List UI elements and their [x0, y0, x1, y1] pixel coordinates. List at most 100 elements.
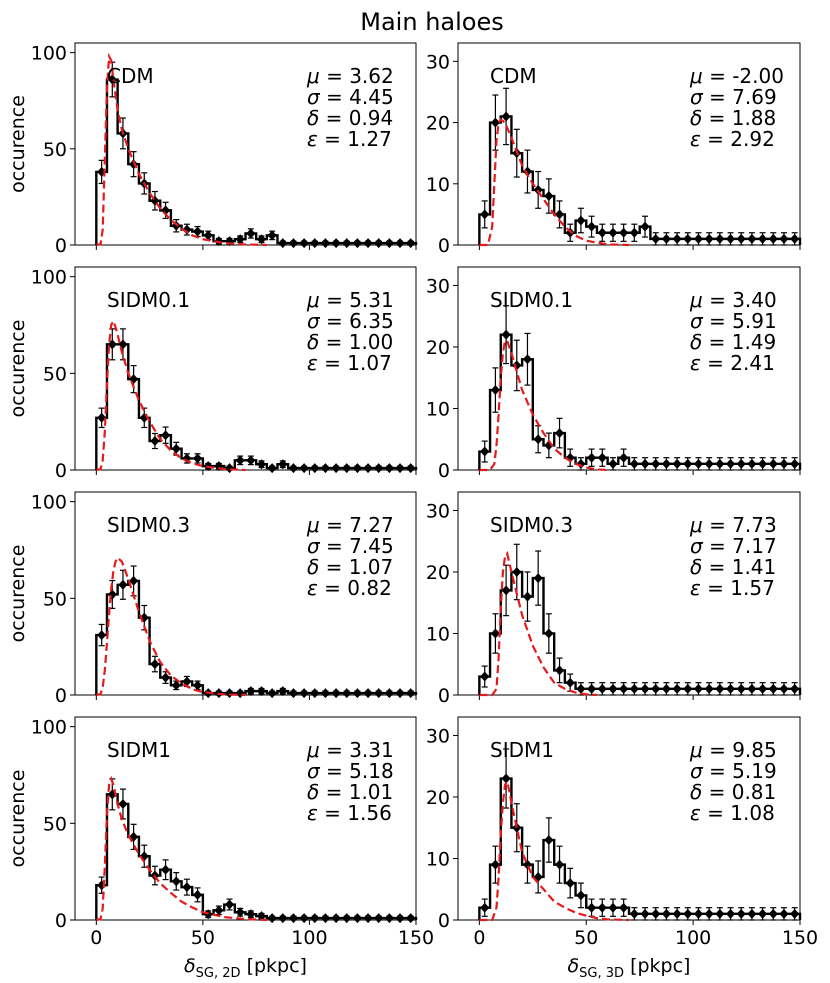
data-point — [736, 458, 746, 469]
data-point — [522, 591, 532, 602]
param-sigma: σ = 5.91 — [690, 309, 777, 333]
data-point — [555, 428, 565, 439]
plot-frame — [457, 266, 801, 471]
param-mu: μ = 3.62 — [306, 64, 394, 88]
data-point — [129, 575, 139, 586]
data-point — [107, 589, 117, 600]
data-point — [406, 913, 416, 924]
data-point — [171, 876, 181, 887]
data-point — [363, 913, 373, 924]
data-point — [651, 233, 661, 244]
data-point — [683, 908, 693, 919]
y-axis-label: occurence — [7, 770, 29, 868]
data-point — [629, 683, 639, 694]
data-point — [522, 166, 532, 177]
x-tick-label: 50 — [191, 927, 215, 949]
data-point — [406, 688, 416, 699]
data-point — [278, 459, 288, 470]
data-point — [704, 683, 714, 694]
y-tick-label: 10 — [426, 174, 450, 196]
param-epsilon: ε = 1.07 — [307, 351, 392, 375]
data-point — [246, 228, 256, 239]
param-epsilon: ε = 1.56 — [307, 801, 392, 825]
data-point — [693, 458, 703, 469]
data-point — [129, 374, 139, 385]
data-point — [480, 446, 490, 457]
data-point — [161, 672, 171, 683]
y-tick-label: 20 — [426, 337, 450, 359]
data-point — [150, 659, 160, 670]
panel-sidm03-2d: 0 50 100 SIDM0.3 μ = 7.27σ = 7.45δ = 1.07ε =… — [7, 491, 418, 707]
param-epsilon: ε = 1.08 — [690, 801, 775, 825]
data-point — [661, 233, 671, 244]
y-axis-label: occurence — [7, 95, 29, 193]
data-point — [118, 579, 128, 590]
data-point — [629, 908, 639, 919]
data-point — [352, 463, 362, 474]
histogram-step — [95, 793, 418, 920]
data-point — [384, 238, 394, 249]
y-tick-label: 30 — [426, 500, 450, 522]
panel-cdm-2d: 0 50 100 CDM μ = 3.62σ = 4.45δ = 0.94ε = 1.2… — [7, 42, 418, 257]
data-point — [501, 773, 511, 784]
data-point — [235, 688, 245, 699]
data-point — [565, 677, 575, 688]
panel-sidm03-3d: 0 10 20 30 SIDM0.3 μ = 7.73σ = 7.17δ = 1.41ε … — [426, 491, 802, 707]
data-point — [587, 452, 597, 463]
data-point — [384, 463, 394, 474]
data-point — [619, 902, 629, 913]
y-tick-label: 100 — [31, 267, 67, 289]
data-point — [651, 458, 661, 469]
panel-sidm1-3d: 0 10 20 30 0 50 100 150 SIDM1 μ = 9.85σ = 5.19δ =… — [426, 716, 818, 949]
data-point — [522, 859, 532, 870]
data-point — [299, 913, 309, 924]
data-point — [331, 913, 341, 924]
y-tick-label: 30 — [426, 51, 450, 73]
data-point — [235, 234, 245, 245]
x-tick-label: 150 — [398, 927, 434, 949]
data-point — [161, 864, 171, 875]
data-point — [490, 385, 500, 396]
y-tick-label: 100 — [31, 717, 67, 739]
data-point — [693, 683, 703, 694]
model-label: SIDM0.3 — [107, 513, 190, 537]
param-delta: δ = 1.41 — [690, 555, 776, 579]
data-point — [790, 908, 800, 919]
fit-curve — [479, 778, 630, 922]
data-point — [640, 458, 650, 469]
y-tick-label: 0 — [55, 460, 67, 482]
data-point — [288, 913, 298, 924]
panel-sidm01-2d: 0 50 100 SIDM0.1 μ = 5.31σ = 6.35δ = 1.00ε =… — [7, 266, 418, 482]
data-point — [715, 683, 725, 694]
data-point — [310, 913, 320, 924]
y-tick-label: 50 — [43, 363, 67, 385]
data-point — [501, 585, 511, 596]
data-point — [576, 215, 586, 226]
param-epsilon: ε = 2.92 — [690, 127, 775, 151]
param-sigma: σ = 5.19 — [690, 759, 777, 783]
data-point — [619, 683, 629, 694]
data-point — [704, 458, 714, 469]
data-point — [683, 458, 693, 469]
data-point — [288, 238, 298, 249]
param-mu: μ = 7.27 — [306, 513, 394, 537]
x-axis-label: δSG, 2D [pkpc] — [184, 955, 307, 981]
data-point — [640, 683, 650, 694]
data-point — [331, 463, 341, 474]
param-delta: δ = 1.07 — [307, 555, 393, 579]
data-point — [661, 458, 671, 469]
x-tick-label: 150 — [782, 927, 818, 949]
param-mu: μ = 7.73 — [689, 513, 777, 537]
data-point — [97, 630, 107, 641]
data-point — [235, 455, 245, 466]
data-point — [726, 908, 736, 919]
data-point — [704, 233, 714, 244]
data-point — [352, 238, 362, 249]
data-point — [480, 902, 490, 913]
data-point — [629, 458, 639, 469]
x-axis-label: δSG, 3D [pkpc] — [568, 955, 691, 981]
param-mu: μ = -2.00 — [689, 64, 784, 88]
data-point — [342, 463, 352, 474]
fit-curve — [479, 117, 630, 247]
